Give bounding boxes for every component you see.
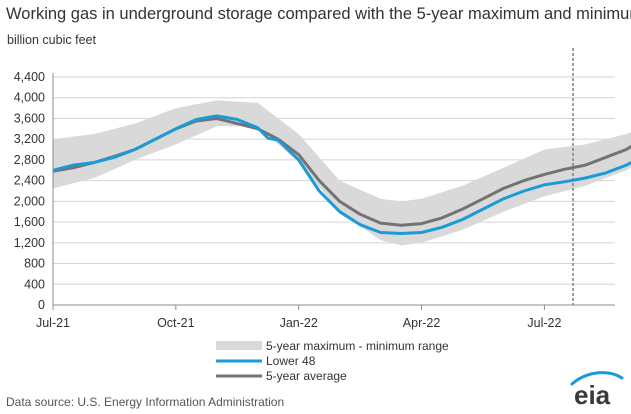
x-tick-label: Jan-22 [280, 316, 318, 330]
x-tick-label: Jul-21 [36, 316, 70, 330]
eia-logo: eia [570, 371, 624, 410]
chart-title: Working gas in underground storage compa… [6, 5, 631, 23]
series-average-line [52, 117, 631, 227]
legend-label-average: 5-year average [266, 369, 347, 383]
y-tick-label: 1,600 [14, 215, 45, 229]
range-band [53, 100, 631, 246]
dashed-line-layer [572, 48, 574, 305]
x-tick-label: Oct-21 [157, 316, 195, 330]
data-source-note: Data source: U.S. Energy Information Adm… [6, 395, 285, 409]
legend: 5-year maximum - minimum range Lower 48 … [216, 339, 449, 383]
y-tick-label: 3,600 [14, 111, 45, 125]
y-tick-label: 1,200 [14, 236, 45, 250]
y-tick-label: 800 [24, 257, 45, 271]
x-tick-labels: Jul-21Oct-21Jan-22Apr-22Jul-22Oct-22Jan-… [36, 316, 561, 330]
series-lower48-line [52, 114, 631, 235]
y-tick-labels: 0 400 800 1,200 1,600 2,000 2,400 2,800 3,200 3,6… [14, 70, 45, 312]
y-tick-label: 2,000 [14, 194, 45, 208]
series-line-layer [52, 114, 631, 235]
axes [52, 73, 615, 310]
legend-label-lower48: Lower 48 [266, 354, 316, 368]
logo-swoosh [570, 371, 624, 386]
x-tick-label: Apr-22 [403, 316, 441, 330]
x-tick-label: Jul-22 [527, 316, 561, 330]
y-axis-label: billion cubic feet [7, 33, 96, 47]
band-layer [53, 100, 631, 246]
y-tick-label: 2,400 [14, 174, 45, 188]
y-tick-label: 400 [24, 277, 45, 291]
y-tick-label: 4,400 [14, 70, 45, 84]
logo-text: eia [574, 380, 611, 410]
legend-label-range: 5-year maximum - minimum range [266, 339, 449, 353]
y-tick-label: 4,000 [14, 91, 45, 105]
legend-swatch-range [216, 341, 262, 350]
y-tick-label: 2,800 [14, 153, 45, 167]
y-tick-label: 3,200 [14, 132, 45, 146]
y-tick-label: 0 [38, 298, 45, 312]
